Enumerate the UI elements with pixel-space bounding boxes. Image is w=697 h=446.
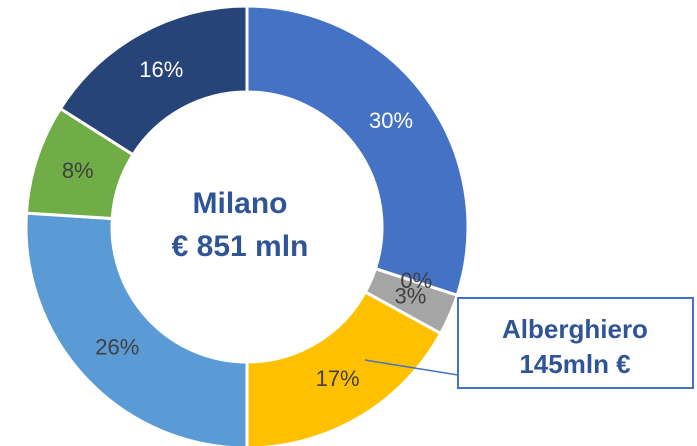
- data-label: 17%: [316, 366, 360, 391]
- data-label: 0%: [400, 268, 432, 293]
- center-title: Milano: [193, 187, 288, 220]
- slice: [58, 4, 249, 157]
- slice: [24, 211, 249, 446]
- data-label: 3%: [394, 284, 426, 309]
- data-label: 30%: [369, 108, 413, 133]
- callout-value: 145mln €: [519, 349, 630, 379]
- data-label: 26%: [95, 335, 139, 360]
- callout-title: Alberghiero: [502, 314, 648, 344]
- center-value: € 851 mln: [172, 230, 309, 263]
- slices: [24, 4, 470, 446]
- callout-line: [364, 359, 459, 376]
- slice: [245, 4, 470, 298]
- data-label: 16%: [139, 57, 183, 82]
- slice: [245, 290, 443, 446]
- callout-box: [457, 297, 694, 389]
- data-label: 8%: [62, 158, 94, 183]
